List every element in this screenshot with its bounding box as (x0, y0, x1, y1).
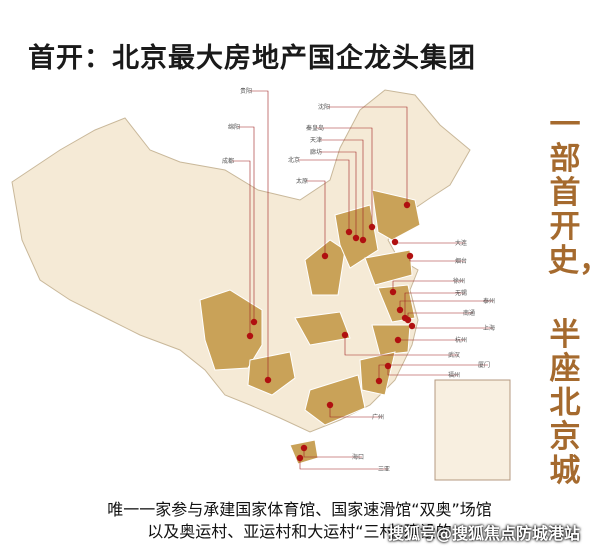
leader-line (378, 364, 488, 381)
city-label: 北京 (288, 156, 300, 164)
city-dot (368, 223, 376, 231)
city-dot (408, 322, 416, 330)
leader-line (320, 139, 364, 240)
city-label: 广州 (372, 413, 384, 421)
side-text: 半座北京城 (549, 317, 581, 489)
city-label: 秦皇岛 (306, 124, 324, 132)
leader-line (238, 126, 255, 322)
city-dot (352, 234, 360, 242)
city-label: 泰州 (483, 297, 495, 305)
caption: 唯一一家参与承建国家体育馆、国家速滑馆“双奥”场馆 (107, 500, 492, 519)
south-sea-inset (434, 379, 511, 481)
city-label: 绵阳 (228, 123, 240, 131)
city-label: 太原 (296, 177, 308, 185)
city-label: 南通 (463, 309, 475, 317)
city-dot (391, 238, 399, 246)
city-dot (406, 252, 414, 260)
city-label: 大连 (455, 239, 467, 247)
leader-line (329, 405, 382, 418)
city-dot (345, 228, 353, 236)
city-label: 上海 (483, 324, 495, 332)
city-label: 成都 (222, 157, 234, 165)
leader-line (411, 326, 493, 329)
title: 首开：北京最大房地产国企龙头集团 (28, 43, 476, 74)
leader-line (392, 280, 463, 292)
watermark: 搜狐号@搜狐焦点防城港站 (388, 524, 581, 543)
city-dot (246, 332, 254, 340)
city-label: 徐州 (453, 277, 465, 285)
city-label: 武汉 (448, 351, 460, 359)
city-dot (321, 252, 329, 260)
leader-line (404, 292, 465, 318)
city-label: 贵阳 (240, 87, 252, 95)
city-dot (375, 377, 383, 385)
city-label: 烟台 (455, 257, 467, 265)
city-label: 海口 (352, 453, 364, 461)
city-dot (389, 288, 397, 296)
city-dot (300, 444, 308, 452)
leader-line (299, 458, 388, 470)
leader-line (306, 180, 326, 256)
city-dot (403, 201, 411, 209)
city-dot (404, 316, 412, 324)
city-label: 杭州 (455, 336, 467, 344)
leader-line (298, 159, 350, 232)
leader-line (344, 335, 458, 356)
city-label: 沈阳 (318, 103, 330, 111)
leader-line (316, 127, 373, 227)
caption: 以及奥运村、亚运村和大运村“三村”建设的 (147, 522, 452, 541)
side-text: 一部首开史， (548, 107, 599, 279)
city-label: 廊坊 (310, 148, 322, 156)
city-dot (359, 236, 367, 244)
city-label: 厦门 (478, 361, 490, 369)
city-dot (296, 454, 304, 462)
city-dot (341, 331, 349, 339)
leader-line (250, 90, 269, 380)
city-dot (326, 401, 334, 409)
highlight-provinces (199, 189, 421, 426)
city-label: 三亚 (378, 466, 390, 473)
city-label: 无锡 (455, 289, 467, 297)
city-dot (264, 376, 272, 384)
city-label: 福州 (448, 371, 460, 379)
city-dot (250, 318, 258, 326)
city-dot (396, 306, 404, 314)
city-dot (384, 362, 392, 370)
leader-line (328, 106, 408, 205)
leader-line (320, 151, 357, 238)
city-label: 天津 (310, 137, 322, 144)
city-dot (394, 336, 402, 344)
leader-line (232, 160, 251, 336)
